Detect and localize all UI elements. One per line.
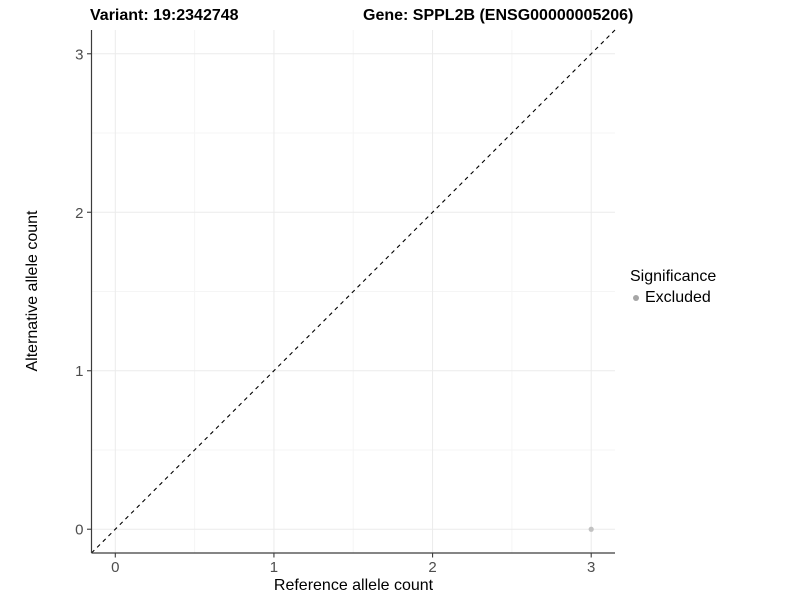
legend: Significance Excluded [630, 268, 716, 307]
gene-title: Gene: SPPL2B (ENSG00000005206) [363, 7, 634, 24]
y-tick-label: 0 [75, 522, 83, 539]
y-tick-label: 3 [75, 46, 83, 63]
excluded-point-icon [633, 295, 639, 301]
x-tick-label: 2 [428, 559, 436, 576]
legend-title: Significance [630, 268, 717, 285]
data-point [588, 526, 594, 532]
identity-reference-line [91, 29, 616, 554]
legend-entry-label: Excluded [645, 289, 711, 306]
y-tick-label: 1 [75, 363, 83, 380]
x-tick-label: 0 [111, 559, 119, 576]
x-axis-title: Reference allele count [273, 577, 434, 594]
x-tick-label: 3 [587, 559, 595, 576]
y-axis-title: Alternative allele count [24, 210, 41, 372]
variant-title: Variant: 19:2342748 [90, 7, 239, 24]
legend-entry-excluded: Excluded [630, 289, 716, 307]
y-tick-label: 2 [75, 205, 83, 222]
x-tick-label: 1 [270, 559, 278, 576]
